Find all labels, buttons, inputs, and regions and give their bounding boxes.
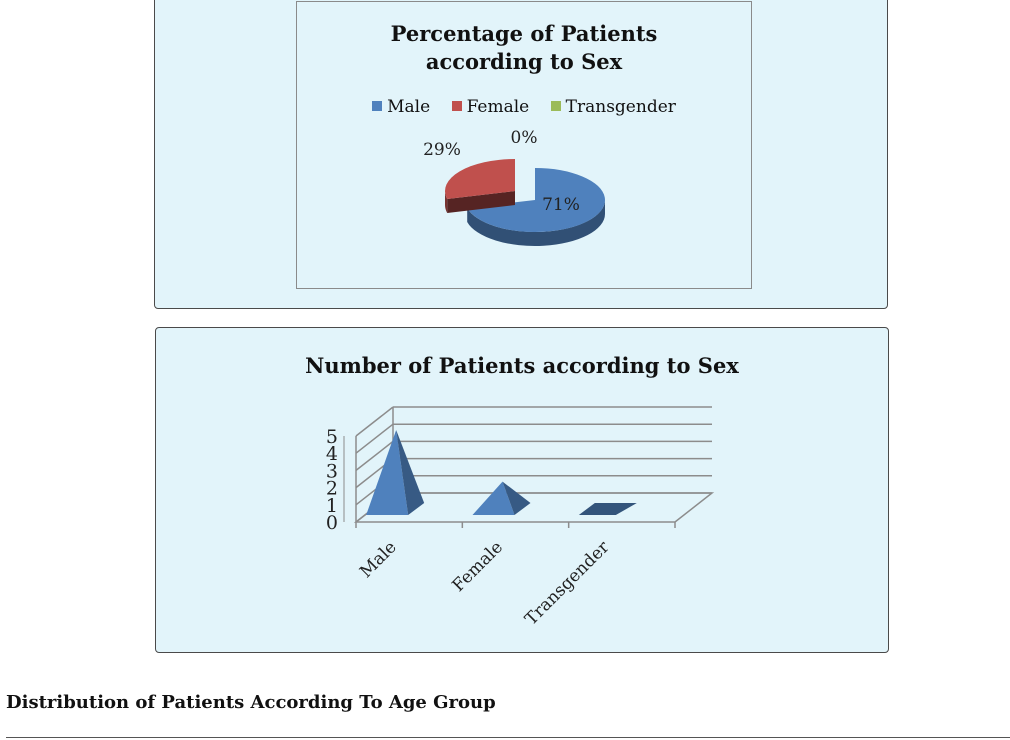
bar-front-face-female [472, 481, 515, 515]
pie-slice-side-male [467, 200, 605, 247]
pie-title-line-2: according to Sex [425, 49, 623, 74]
bar-y-tick-label-1: 1 [326, 495, 338, 517]
pie-data-label-transgender: 0% [511, 128, 538, 148]
bar-x-tick-label-female: Female [449, 537, 507, 595]
bar-front-face-male [366, 430, 409, 515]
legend-swatch-female [451, 101, 462, 111]
bar-x-tick-label-transgender: Transgender [521, 537, 614, 630]
pie-chart: 71% 29% 0% [423, 128, 605, 247]
pie-chart-panel: Percentage of Patients according to Sex … [154, 0, 888, 309]
pie-slice-male [467, 168, 605, 247]
bar-male [366, 430, 425, 515]
bar-transgender [578, 503, 637, 515]
bar-x-tick-label-male: Male [356, 537, 401, 582]
legend-item-transgender: Transgender [550, 97, 676, 117]
legend-swatch-male [372, 101, 383, 111]
bar-y-tick-label-3: 3 [326, 460, 338, 482]
bar-side-face-male [396, 430, 425, 515]
pie-chart-title: Percentage of Patients according to Sex [297, 20, 751, 76]
bar-chart-title: Number of Patients according to Sex [305, 353, 739, 378]
legend-label-female: Female [466, 97, 530, 117]
bar-side-gridline-4 [355, 423, 394, 454]
pie-data-label-male: 71% [542, 195, 580, 215]
horizontal-rule [6, 737, 1010, 738]
pie-legend: Male Female Transgender [297, 97, 751, 117]
pie-slice-top-male [467, 168, 605, 233]
legend-item-female: Female [451, 97, 530, 117]
pie-title-line-1: Percentage of Patients [390, 21, 658, 46]
legend-swatch-transgender [550, 101, 561, 111]
pie-slice-top-female [445, 159, 515, 199]
bar-female [472, 481, 531, 515]
pie-slice-side-female [445, 191, 448, 213]
pie-slice-female [445, 159, 515, 213]
legend-label-male: Male [387, 97, 431, 117]
pie-data-label-female: 29% [423, 140, 461, 160]
pie-chart-frame: Percentage of Patients according to Sex … [296, 1, 752, 289]
pie-slice-cut-female [447, 191, 515, 213]
bar-side-gridline-5 [355, 406, 394, 437]
bar-y-tick-label-0: 0 [326, 512, 338, 534]
bar-base-transgender [578, 503, 637, 515]
legend-label-transgender: Transgender [565, 97, 676, 117]
bar-y-tick-label-5: 5 [326, 426, 338, 448]
bar-side-gridline-3 [355, 440, 394, 471]
legend-item-male: Male [372, 97, 430, 117]
bar-y-tick-label-4: 4 [326, 443, 338, 465]
section-heading: Distribution of Patients According To Ag… [6, 692, 496, 713]
bar-y-tick-label-2: 2 [326, 478, 338, 500]
bar-side-face-female [502, 481, 531, 515]
